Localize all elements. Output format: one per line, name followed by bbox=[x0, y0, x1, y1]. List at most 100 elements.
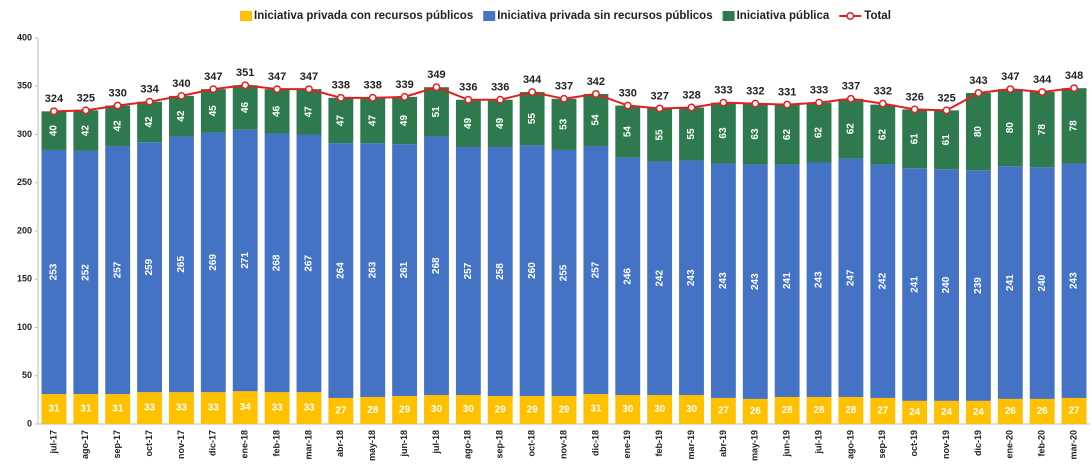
total-label: 344 bbox=[1033, 74, 1052, 86]
data-label: 46 bbox=[272, 105, 283, 117]
data-label: 269 bbox=[208, 254, 219, 271]
total-marker bbox=[910, 105, 919, 114]
bar-segment bbox=[487, 99, 513, 148]
data-label: 63 bbox=[718, 127, 729, 139]
x-tick-label: mar-20 bbox=[1068, 430, 1078, 460]
bar-segment bbox=[615, 157, 641, 396]
total-marker bbox=[815, 98, 823, 107]
total-label: 327 bbox=[650, 90, 668, 102]
data-label: 42 bbox=[80, 125, 91, 137]
bar-segment bbox=[264, 133, 290, 393]
total-label: 351 bbox=[236, 67, 254, 79]
bar-segment bbox=[200, 132, 226, 393]
x-tick-label: ene-19 bbox=[622, 430, 632, 459]
data-label: 42 bbox=[176, 110, 187, 122]
data-label: 261 bbox=[399, 261, 410, 278]
total-marker bbox=[974, 89, 983, 97]
data-label: 255 bbox=[559, 264, 570, 281]
data-label: 33 bbox=[144, 403, 156, 414]
data-label: 54 bbox=[591, 114, 602, 126]
total-marker bbox=[273, 85, 282, 94]
legend-label: Iniciativa privada sin recursos públicos bbox=[497, 10, 712, 22]
x-tick-label: feb-20 bbox=[1037, 430, 1047, 457]
total-marker bbox=[336, 93, 345, 102]
data-label: 26 bbox=[750, 406, 762, 417]
bar-segment bbox=[902, 109, 928, 169]
data-label: 34 bbox=[240, 402, 252, 413]
data-label: 28 bbox=[782, 405, 794, 416]
data-label: 243 bbox=[750, 273, 761, 290]
total-marker bbox=[560, 94, 568, 103]
data-label: 54 bbox=[622, 126, 633, 138]
bar-segment bbox=[392, 396, 418, 424]
total-marker bbox=[145, 97, 154, 106]
total-label: 342 bbox=[587, 76, 605, 88]
bar-segment bbox=[965, 170, 991, 401]
x-tick-label: jul-19 bbox=[813, 430, 823, 455]
data-label: 63 bbox=[750, 128, 761, 140]
data-label: 31 bbox=[48, 404, 60, 415]
bar-segment bbox=[774, 396, 800, 424]
data-label: 27 bbox=[1068, 406, 1080, 417]
total-marker bbox=[177, 91, 186, 100]
y-tick-label: 0 bbox=[27, 418, 32, 428]
data-label: 42 bbox=[112, 120, 123, 132]
data-label: 29 bbox=[399, 405, 411, 416]
data-label: 240 bbox=[1037, 274, 1048, 291]
data-label: 24 bbox=[909, 407, 921, 418]
data-label: 267 bbox=[304, 255, 315, 272]
data-label: 47 bbox=[367, 115, 378, 127]
data-label: 62 bbox=[877, 129, 888, 141]
bar-segment bbox=[105, 394, 131, 424]
x-tick-label: ene-18 bbox=[240, 430, 250, 459]
x-tick-label: jun-19 bbox=[782, 430, 792, 458]
data-label: 260 bbox=[527, 262, 538, 279]
total-label: 333 bbox=[810, 85, 828, 97]
total-marker bbox=[655, 104, 664, 113]
total-marker bbox=[305, 85, 313, 94]
data-label: 28 bbox=[813, 405, 825, 416]
data-label: 33 bbox=[303, 403, 315, 414]
bar-segment bbox=[997, 89, 1023, 167]
data-label: 61 bbox=[941, 134, 952, 146]
data-label: 49 bbox=[399, 115, 410, 127]
bar-segment bbox=[1029, 92, 1055, 168]
bar-segment bbox=[41, 149, 67, 395]
data-label: 30 bbox=[654, 404, 666, 415]
legend-label: Total bbox=[864, 10, 891, 22]
bar-segment bbox=[583, 93, 609, 147]
total-marker bbox=[528, 88, 537, 96]
x-tick-label: oct-19 bbox=[909, 430, 919, 457]
total-marker bbox=[878, 99, 887, 108]
x-tick-label: oct-18 bbox=[526, 430, 536, 457]
total-label: 338 bbox=[332, 80, 350, 92]
legend-marker bbox=[846, 12, 855, 20]
x-tick-label: sep-18 bbox=[495, 430, 505, 459]
bar-segment bbox=[200, 392, 226, 424]
bar-segment bbox=[838, 158, 864, 397]
data-label: 26 bbox=[1005, 406, 1017, 417]
data-label: 27 bbox=[877, 406, 889, 417]
data-label: 33 bbox=[176, 403, 188, 414]
bar-segment bbox=[169, 392, 194, 424]
data-label: 49 bbox=[463, 117, 474, 129]
total-label: 336 bbox=[491, 82, 509, 94]
total-label: 336 bbox=[459, 82, 477, 94]
data-label: 61 bbox=[909, 133, 920, 145]
data-label: 30 bbox=[431, 404, 443, 415]
legend-label: Iniciativa pública bbox=[737, 10, 830, 22]
data-label: 47 bbox=[335, 115, 346, 127]
bar-segment bbox=[264, 89, 290, 134]
data-label: 29 bbox=[527, 405, 539, 416]
total-label: 330 bbox=[619, 87, 637, 99]
data-label: 40 bbox=[49, 125, 60, 137]
data-label: 243 bbox=[686, 269, 697, 286]
bar-segment bbox=[551, 149, 577, 397]
data-label: 28 bbox=[367, 405, 379, 416]
data-label: 252 bbox=[80, 264, 91, 281]
bar-segment bbox=[424, 395, 449, 424]
data-label: 29 bbox=[495, 405, 507, 416]
data-label: 242 bbox=[654, 270, 665, 287]
bar-segment bbox=[870, 164, 896, 398]
bar-segment bbox=[232, 391, 258, 424]
